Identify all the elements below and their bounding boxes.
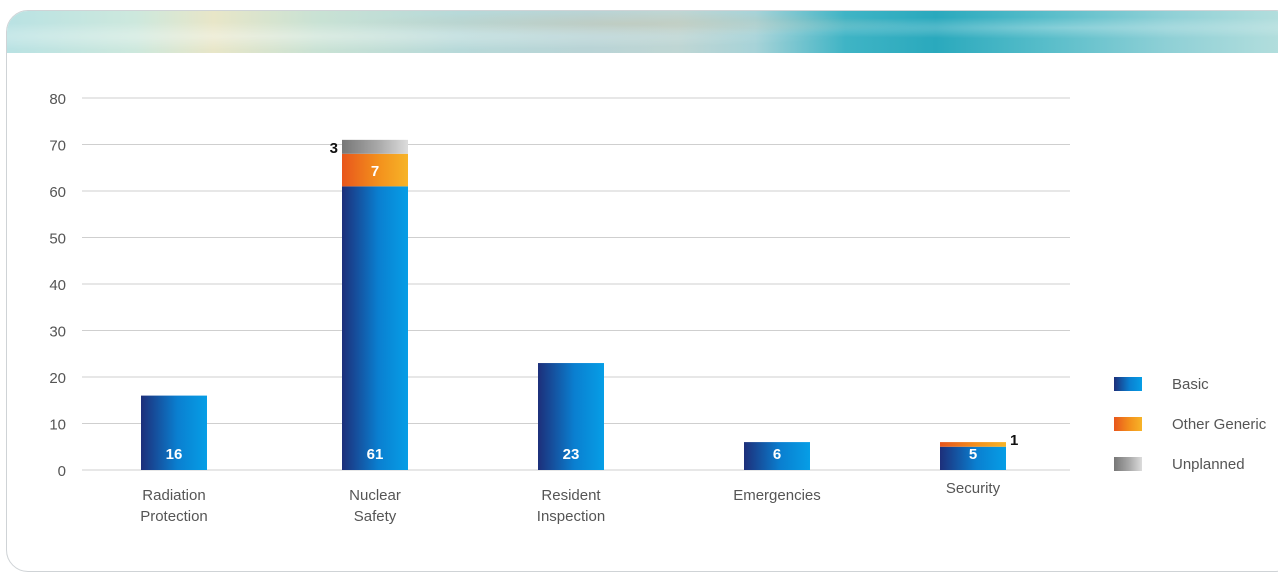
y-tick-label: 40: [49, 277, 66, 294]
data-label: 6: [773, 446, 781, 463]
data-label: 16: [166, 446, 183, 463]
x-tick-label: Emergencies: [733, 487, 821, 504]
bar-segment-basic: [744, 442, 810, 470]
x-tick-label: Security: [946, 480, 1001, 497]
legend-label: Basic: [1172, 376, 1209, 393]
x-axis-ticks: Radiation Protection Nuclear Safety Resident…: [140, 480, 1000, 525]
x-tick-label: Safety: [354, 508, 397, 525]
x-tick-label: Protection: [140, 508, 208, 525]
bar-segment-basic: [538, 363, 604, 470]
y-tick-label: 0: [58, 463, 66, 480]
y-tick-label: 60: [49, 184, 66, 201]
legend-label: Other Generic: [1172, 416, 1267, 433]
x-tick-label: Resident: [541, 487, 601, 504]
x-tick-label: Inspection: [537, 508, 605, 525]
y-tick-label: 70: [49, 138, 66, 155]
bar-segment-other-generic: [342, 153, 408, 187]
data-label: 5: [969, 446, 977, 463]
y-tick-label: 10: [49, 417, 66, 434]
y-tick-label: 20: [49, 370, 66, 387]
y-tick-label: 30: [49, 324, 66, 341]
y-axis-ticks: 0 10 20 30 40 50 60 70 80: [49, 91, 66, 480]
legend: Basic Other Generic Unplanned: [1114, 376, 1267, 473]
bar-segment-other-generic: [940, 442, 1006, 447]
data-label: 7: [371, 163, 379, 180]
data-labels: 16 61 7 3 23 6 5 1: [166, 140, 1019, 463]
decorative-banner: [7, 11, 1278, 53]
legend-swatch: [1114, 457, 1142, 471]
bar-segment-basic: [141, 395, 207, 470]
data-label: 61: [367, 446, 384, 463]
x-tick-label: Nuclear: [349, 487, 401, 504]
y-tick-label: 50: [49, 231, 66, 248]
data-label: 3: [330, 140, 338, 157]
legend-label: Unplanned: [1172, 456, 1245, 473]
bar-segment-unplanned: [342, 139, 408, 154]
bar-segment-basic: [940, 446, 1006, 470]
bars: [141, 139, 1006, 470]
bar-segment-basic: [342, 186, 408, 470]
chart-panel: [6, 10, 1278, 572]
bar-chart: 0 10 20 30 40 50 60 70 80 16 61 7 3 23 6 5 1 Radiation P…: [49, 91, 1267, 525]
legend-swatch: [1114, 417, 1142, 431]
data-label: 23: [563, 446, 580, 463]
y-tick-label: 80: [49, 91, 66, 108]
x-tick-label: Radiation: [142, 487, 205, 504]
data-label: 1: [1010, 432, 1018, 449]
legend-swatch: [1114, 377, 1142, 391]
